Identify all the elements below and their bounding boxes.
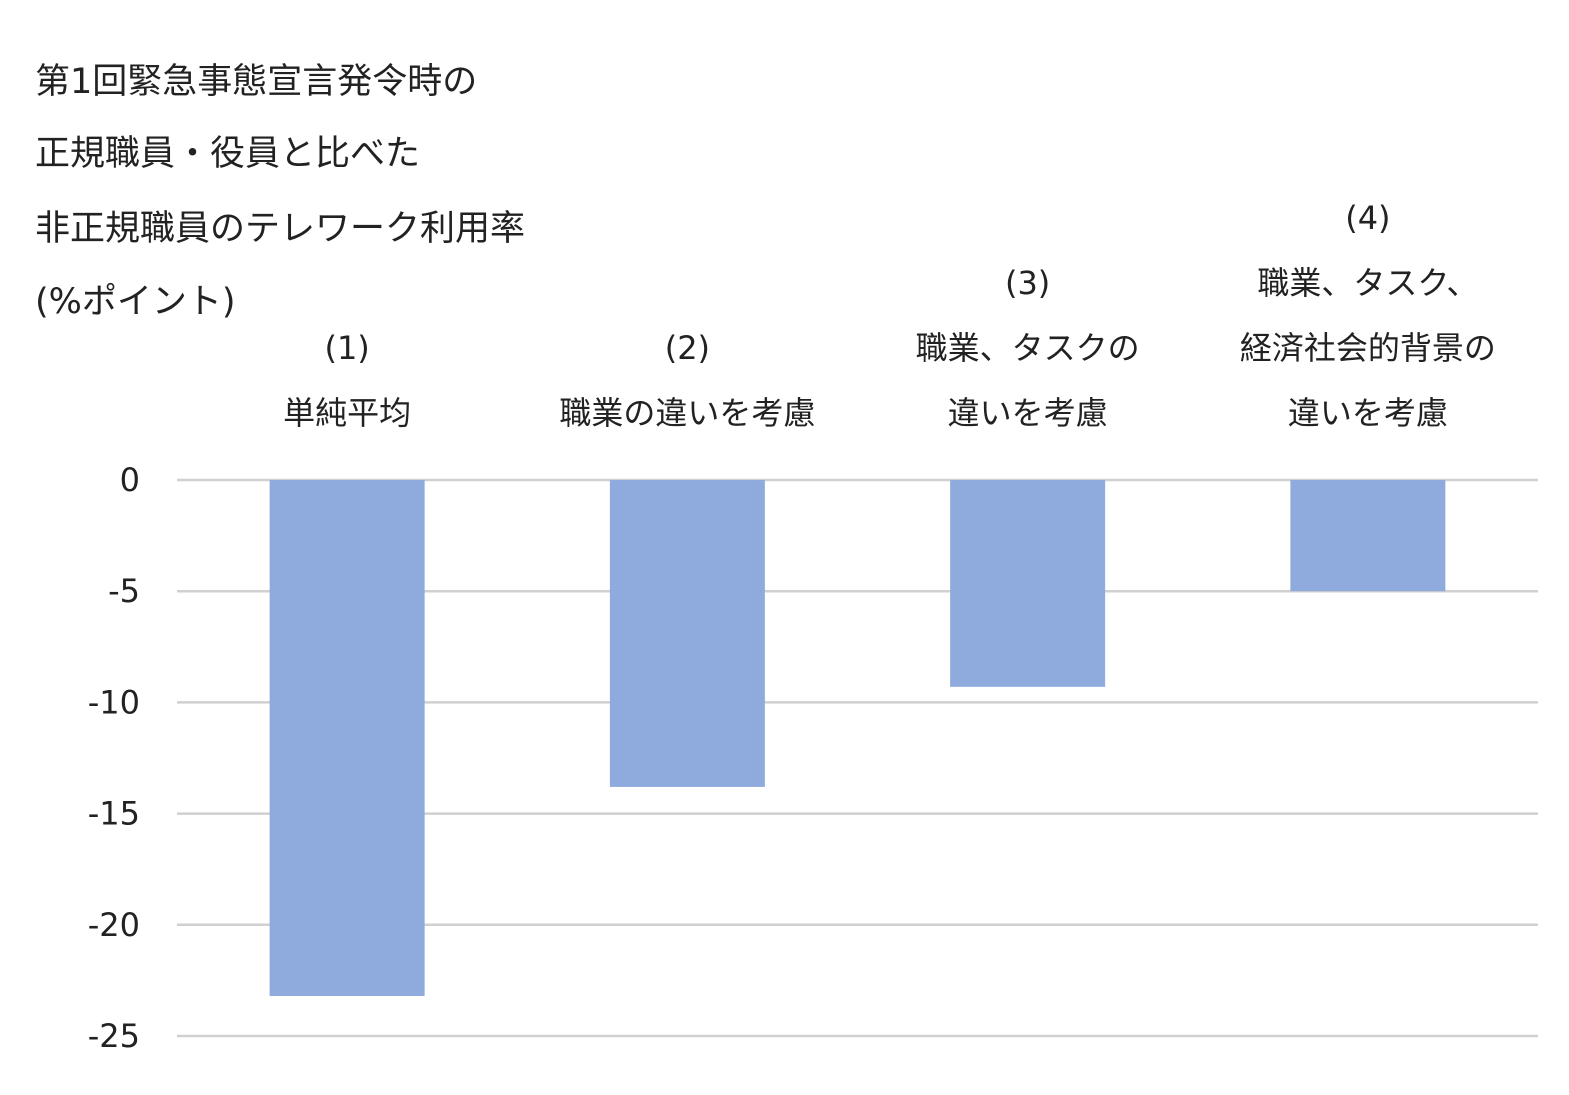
category-label: (2) — [665, 329, 710, 367]
y-tick-label: -20 — [88, 906, 140, 944]
chart-title-line: 非正規職員のテレワーク利用率 — [35, 209, 525, 249]
category-label: (3) — [1005, 264, 1050, 302]
chart-title-line: (%ポイント) — [35, 282, 236, 322]
category-label: 職業、タスクの — [916, 329, 1140, 367]
y-tick-label: -15 — [88, 795, 140, 833]
category-label: 違いを考慮 — [948, 394, 1108, 432]
category-label: (1) — [324, 329, 369, 367]
category-label: 職業、タスク、 — [1257, 264, 1478, 302]
category-label: 違いを考慮 — [1288, 394, 1448, 432]
y-tick-label: -10 — [88, 683, 140, 721]
category-label: 経済社会的背景の — [1240, 329, 1496, 367]
y-tick-label: -5 — [108, 572, 140, 610]
category-labels: (1)単純平均(2)職業の違いを考慮(3)職業、タスクの違いを考慮(4)職業、タ… — [283, 199, 1496, 432]
bar — [609, 480, 765, 787]
y-axis-ticks: 0 -5 -10 -15 -20 -25 — [88, 461, 140, 1055]
y-tick-label: 0 — [120, 461, 140, 499]
y-tick-label: -25 — [88, 1017, 140, 1055]
bar — [950, 480, 1106, 687]
bar — [269, 480, 425, 996]
chart-title-line: 第1回緊急事態宣言発令時の — [35, 62, 477, 102]
bar — [1290, 480, 1446, 592]
category-label: (4) — [1345, 199, 1390, 237]
category-label: 職業の違いを考慮 — [559, 394, 815, 432]
chart-title-line: 正規職員・役員と比べた — [35, 134, 420, 174]
category-label: 単純平均 — [283, 394, 411, 432]
bars — [269, 480, 1446, 996]
